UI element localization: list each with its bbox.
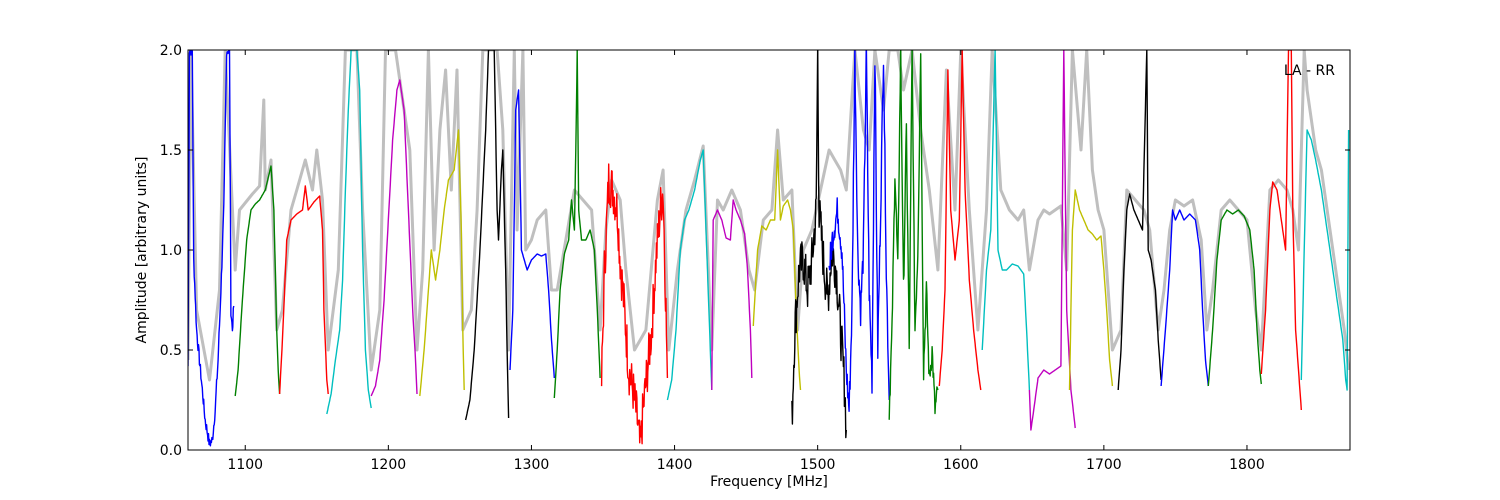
- y-tick-label: 1.0: [160, 243, 182, 259]
- x-tick-label: 1200: [371, 457, 407, 473]
- series-segment-16: [888, 50, 939, 420]
- series-segment-24: [1260, 50, 1302, 411]
- x-tick-label: 1600: [943, 457, 979, 473]
- series-layer: [188, 50, 1350, 447]
- series-segment-15: [828, 50, 890, 412]
- y-tick-label: 0.0: [160, 443, 182, 459]
- series-segment-2: [234, 165, 281, 397]
- y-tick-label: 0.5: [160, 343, 182, 359]
- series-segment-9: [553, 50, 601, 399]
- series-segment-11: [666, 149, 713, 401]
- y-tick-label: 1.5: [160, 143, 182, 159]
- x-tick-label: 1800: [1229, 457, 1265, 473]
- series-segment-25: [1300, 129, 1350, 391]
- x-axis-label: Frequency [MHz]: [710, 474, 828, 490]
- x-tick-label: 1300: [514, 457, 550, 473]
- series-segment-3: [278, 185, 329, 395]
- series-segment-19: [1028, 50, 1076, 431]
- series-segment-5: [370, 79, 418, 397]
- y-axis: 0.0 0.5 1.0 1.5 2.0: [160, 43, 1350, 459]
- x-tick-label: 1700: [1086, 457, 1122, 473]
- series-segment-17: [938, 50, 982, 391]
- series-segment-8: [509, 89, 555, 379]
- series-segment-6: [419, 129, 465, 397]
- x-tick-label: 1400: [657, 457, 693, 473]
- series-segment-21: [1117, 50, 1162, 391]
- series-segment-1: [188, 50, 235, 447]
- series-segment-4: [326, 50, 372, 415]
- y-axis-label: Amplitude [arbitrary units]: [134, 157, 150, 344]
- series-segment-14: [791, 50, 847, 439]
- x-tick-label: 1100: [227, 457, 263, 473]
- x-axis: 1100 1200 1300 1400 1500 1600 1700 1800: [227, 50, 1265, 473]
- x-tick-label: 1500: [800, 457, 836, 473]
- chart-annotation: LA - RR: [1284, 63, 1335, 79]
- series-segment-12: [711, 199, 753, 391]
- series-segment-10: [600, 163, 669, 445]
- y-tick-label: 2.0: [160, 43, 182, 59]
- series-segment-18: [981, 50, 1031, 391]
- series-segment-13: [752, 149, 802, 391]
- series-segment-22: [1160, 209, 1209, 387]
- series-segment-20: [1068, 189, 1114, 391]
- series-segment-7: [464, 50, 510, 421]
- series-segment-23: [1207, 209, 1262, 387]
